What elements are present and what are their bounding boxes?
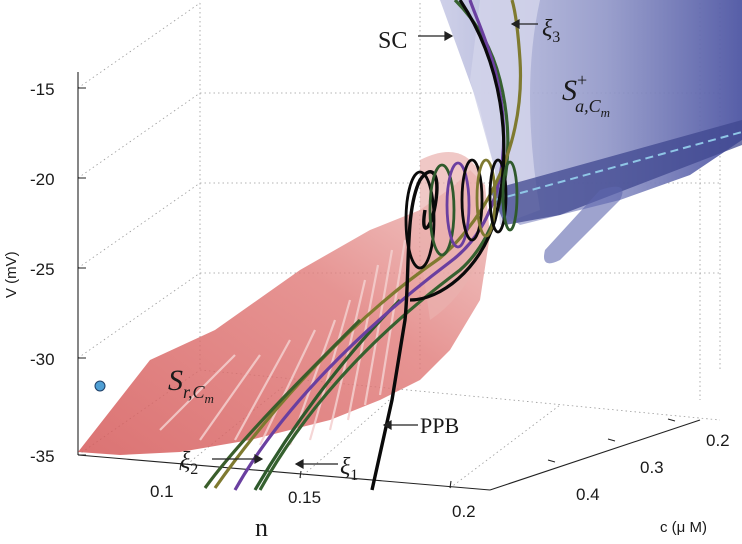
v-tick: -35 (30, 447, 55, 466)
c-tick: 0.4 (576, 485, 600, 504)
c-tick: 0.3 (640, 458, 664, 477)
trajectory-sc (409, 0, 506, 302)
repelling-slow-manifold (78, 152, 490, 455)
v-tick: -15 (30, 80, 55, 99)
v-tick: -20 (30, 170, 55, 189)
n-axis-ticks: 0.1 0.15 0.2 (150, 482, 476, 521)
repelling-manifold-label: Sr,Cm (168, 364, 214, 406)
spiral-loops (404, 158, 519, 270)
v-tick: -25 (30, 260, 55, 279)
annotation-arrows (212, 18, 538, 470)
attracting-manifold-label: S+ a,Cm (562, 70, 610, 120)
n-tick: 0.15 (288, 488, 321, 507)
v-axis-ticks: -15 -20 -25 -30 -35 (30, 80, 55, 466)
n-tick: 0.2 (452, 502, 476, 521)
equilibrium-marker (94, 380, 106, 392)
n-axis-label: n (255, 513, 268, 542)
sc-label: SC (378, 28, 407, 54)
v-tick: -30 (30, 350, 55, 369)
ppb-label: PPB (420, 413, 459, 438)
n-tick: 0.1 (150, 482, 174, 501)
v-axis-label: V (mV) (3, 251, 20, 298)
c-axis-ticks: 0.2 0.3 0.4 (576, 431, 730, 504)
c-tick: 0.2 (706, 431, 730, 450)
axis-box (77, 72, 701, 491)
trajectory-xi3 (203, 0, 523, 489)
xi3-label: ξ3 (542, 16, 560, 46)
c-axis-label: c (μ M) (660, 519, 707, 536)
xi2-label: ξ2 (180, 448, 198, 478)
xi1-label: ξ1 (340, 454, 358, 484)
